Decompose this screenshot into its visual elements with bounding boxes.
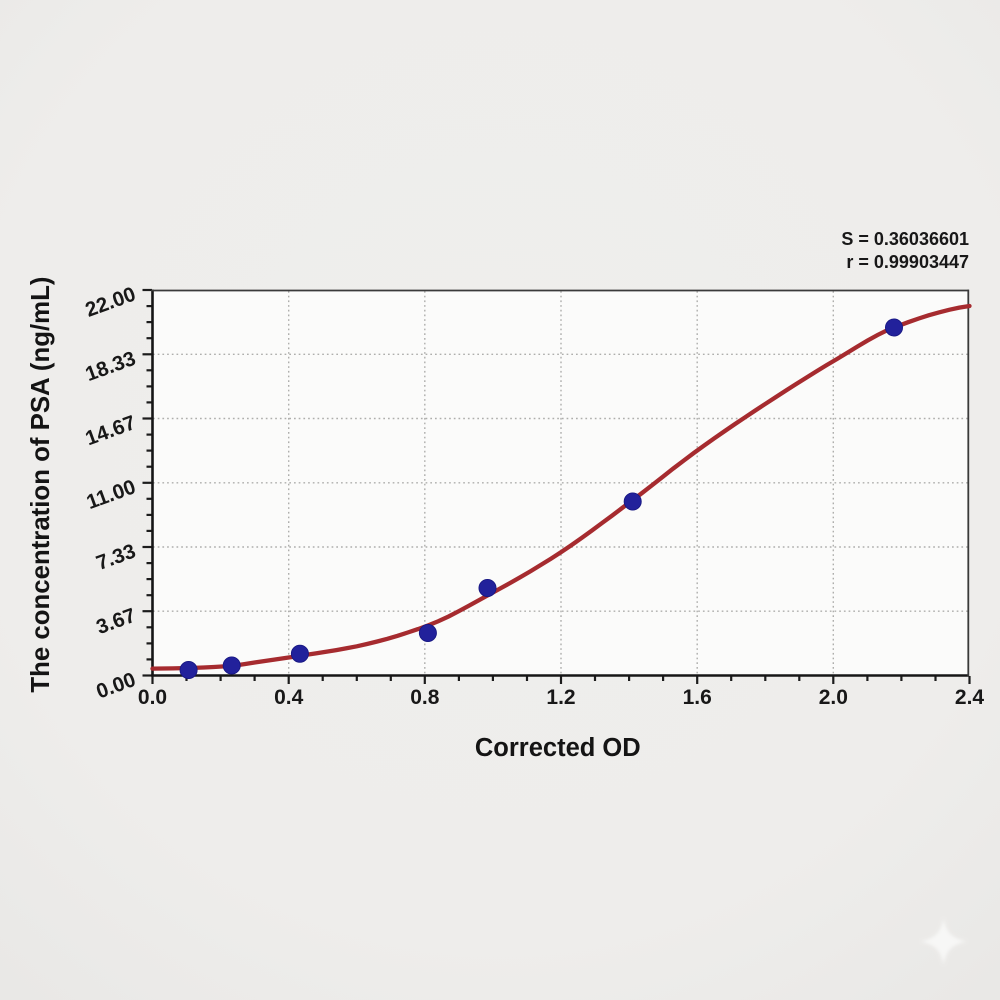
- svg-text:2.0: 2.0: [819, 686, 848, 709]
- svg-text:0.8: 0.8: [410, 686, 440, 709]
- svg-text:0.0: 0.0: [138, 686, 167, 709]
- svg-text:1.6: 1.6: [683, 686, 712, 709]
- svg-text:1.2: 1.2: [546, 686, 575, 709]
- svg-text:0.4: 0.4: [274, 686, 304, 709]
- svg-text:The concentration of PSA (ng/m: The concentration of PSA (ng/mL): [27, 277, 55, 693]
- svg-text:2.4: 2.4: [955, 686, 985, 709]
- svg-text:Corrected OD: Corrected OD: [475, 734, 641, 762]
- svg-text:S = 0.36036601: S = 0.36036601: [841, 229, 969, 249]
- svg-text:r = 0.99903447: r = 0.99903447: [846, 252, 969, 272]
